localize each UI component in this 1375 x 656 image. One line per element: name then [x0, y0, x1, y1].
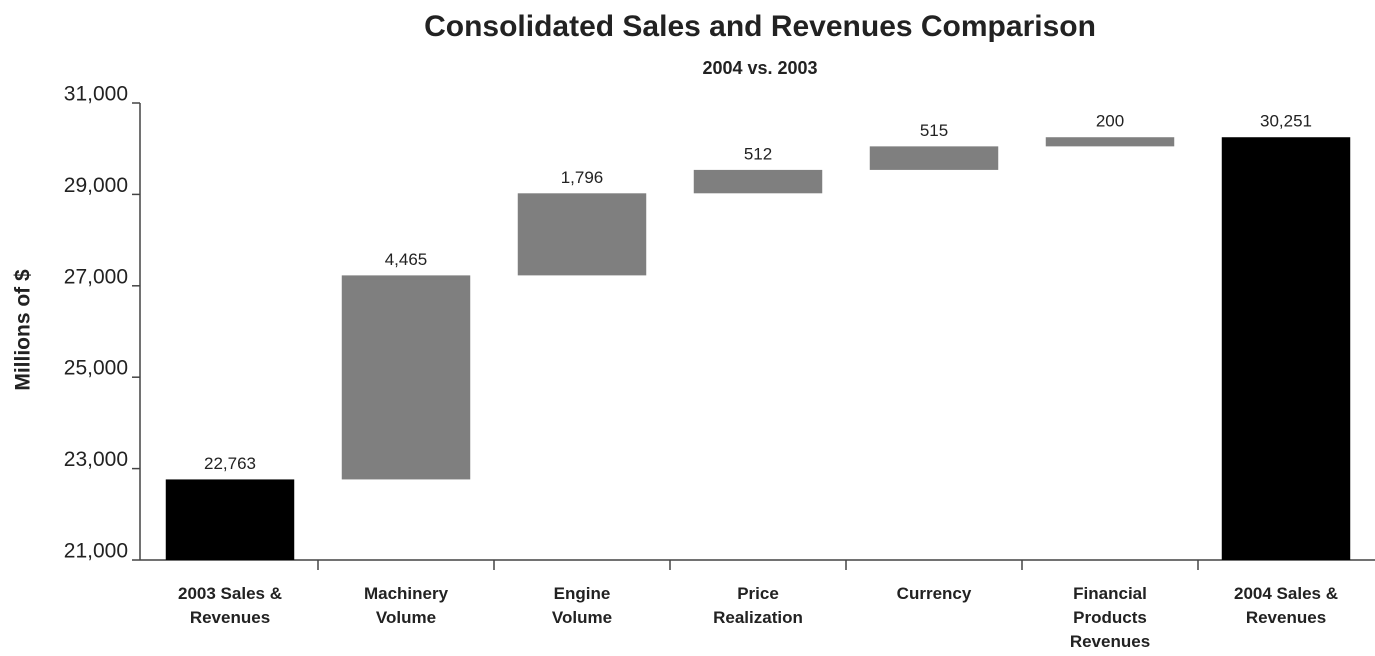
bar: [693, 169, 823, 194]
bar: [341, 275, 471, 480]
value-label: 30,251: [1260, 112, 1312, 131]
value-label: 1,796: [561, 168, 604, 187]
x-tick-label: Price Realization: [713, 584, 803, 627]
bar: [165, 479, 295, 560]
y-axis-label: Millions of $: [12, 269, 35, 391]
chart-title: Consolidated Sales and Revenues Comparis…: [424, 10, 1096, 43]
y-tick-label: 25,000: [64, 357, 128, 380]
x-tick-label: Machinery Volume: [363, 584, 449, 627]
y-tick-label: 23,000: [64, 448, 128, 471]
value-label: 22,763: [204, 454, 256, 473]
bar: [1045, 137, 1175, 147]
value-label: 4,465: [385, 250, 428, 269]
x-tick-label: 2003 Sales & Revenues: [178, 584, 282, 627]
y-tick-label: 29,000: [64, 174, 128, 197]
bar: [1221, 137, 1351, 560]
y-tick-label: 21,000: [64, 540, 128, 563]
y-tick-label: 27,000: [64, 265, 128, 288]
bar: [517, 193, 647, 276]
bar: [869, 146, 999, 170]
chart-subtitle: 2004 vs. 2003: [702, 58, 817, 78]
y-tick-label: 31,000: [64, 83, 128, 106]
x-tick-label: 2004 Sales & Revenues: [1234, 584, 1338, 627]
value-label: 515: [920, 121, 948, 140]
value-label: 200: [1096, 112, 1124, 131]
x-tick-label: Currency: [896, 584, 972, 603]
value-label: 512: [744, 144, 772, 163]
x-tick-label: Financial Products Revenues: [1069, 584, 1151, 651]
x-tick-label: Engine Volume: [551, 584, 613, 627]
